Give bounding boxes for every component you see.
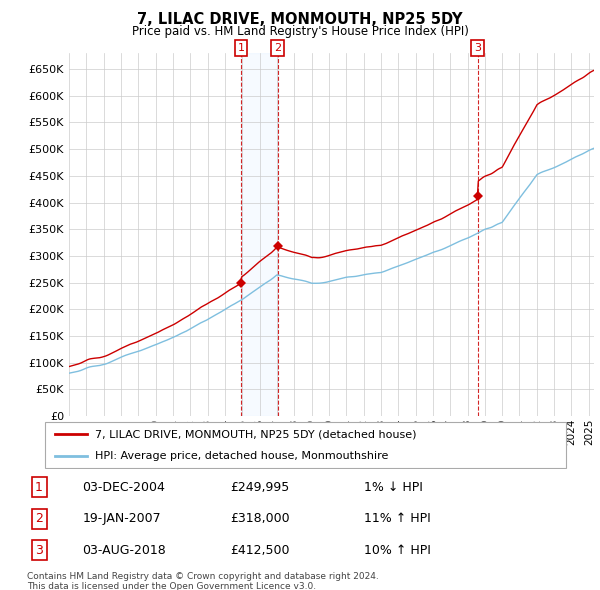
Text: 3: 3 [35, 543, 43, 556]
Text: 3: 3 [474, 43, 481, 53]
Text: 1% ↓ HPI: 1% ↓ HPI [364, 481, 423, 494]
Text: This data is licensed under the Open Government Licence v3.0.: This data is licensed under the Open Gov… [27, 582, 316, 590]
Text: 1: 1 [238, 43, 244, 53]
Text: Price paid vs. HM Land Registry's House Price Index (HPI): Price paid vs. HM Land Registry's House … [131, 25, 469, 38]
Text: 7, LILAC DRIVE, MONMOUTH, NP25 5DY (detached house): 7, LILAC DRIVE, MONMOUTH, NP25 5DY (deta… [95, 429, 416, 439]
Text: 11% ↑ HPI: 11% ↑ HPI [364, 512, 431, 525]
Bar [241, 53, 278, 416]
Text: 03-AUG-2018: 03-AUG-2018 [83, 543, 166, 556]
Text: £249,995: £249,995 [230, 481, 290, 494]
Text: 19-JAN-2007: 19-JAN-2007 [83, 512, 161, 525]
Text: 7, LILAC DRIVE, MONMOUTH, NP25 5DY: 7, LILAC DRIVE, MONMOUTH, NP25 5DY [137, 12, 463, 27]
Text: 2: 2 [35, 512, 43, 525]
Text: Contains HM Land Registry data © Crown copyright and database right 2024.: Contains HM Land Registry data © Crown c… [27, 572, 379, 581]
Text: 03-DEC-2004: 03-DEC-2004 [83, 481, 166, 494]
Text: £412,500: £412,500 [230, 543, 290, 556]
Text: 1: 1 [35, 481, 43, 494]
Text: 2: 2 [274, 43, 281, 53]
Text: £318,000: £318,000 [230, 512, 290, 525]
Text: HPI: Average price, detached house, Monmouthshire: HPI: Average price, detached house, Monm… [95, 451, 388, 461]
Text: 10% ↑ HPI: 10% ↑ HPI [364, 543, 431, 556]
FancyBboxPatch shape [44, 422, 566, 468]
